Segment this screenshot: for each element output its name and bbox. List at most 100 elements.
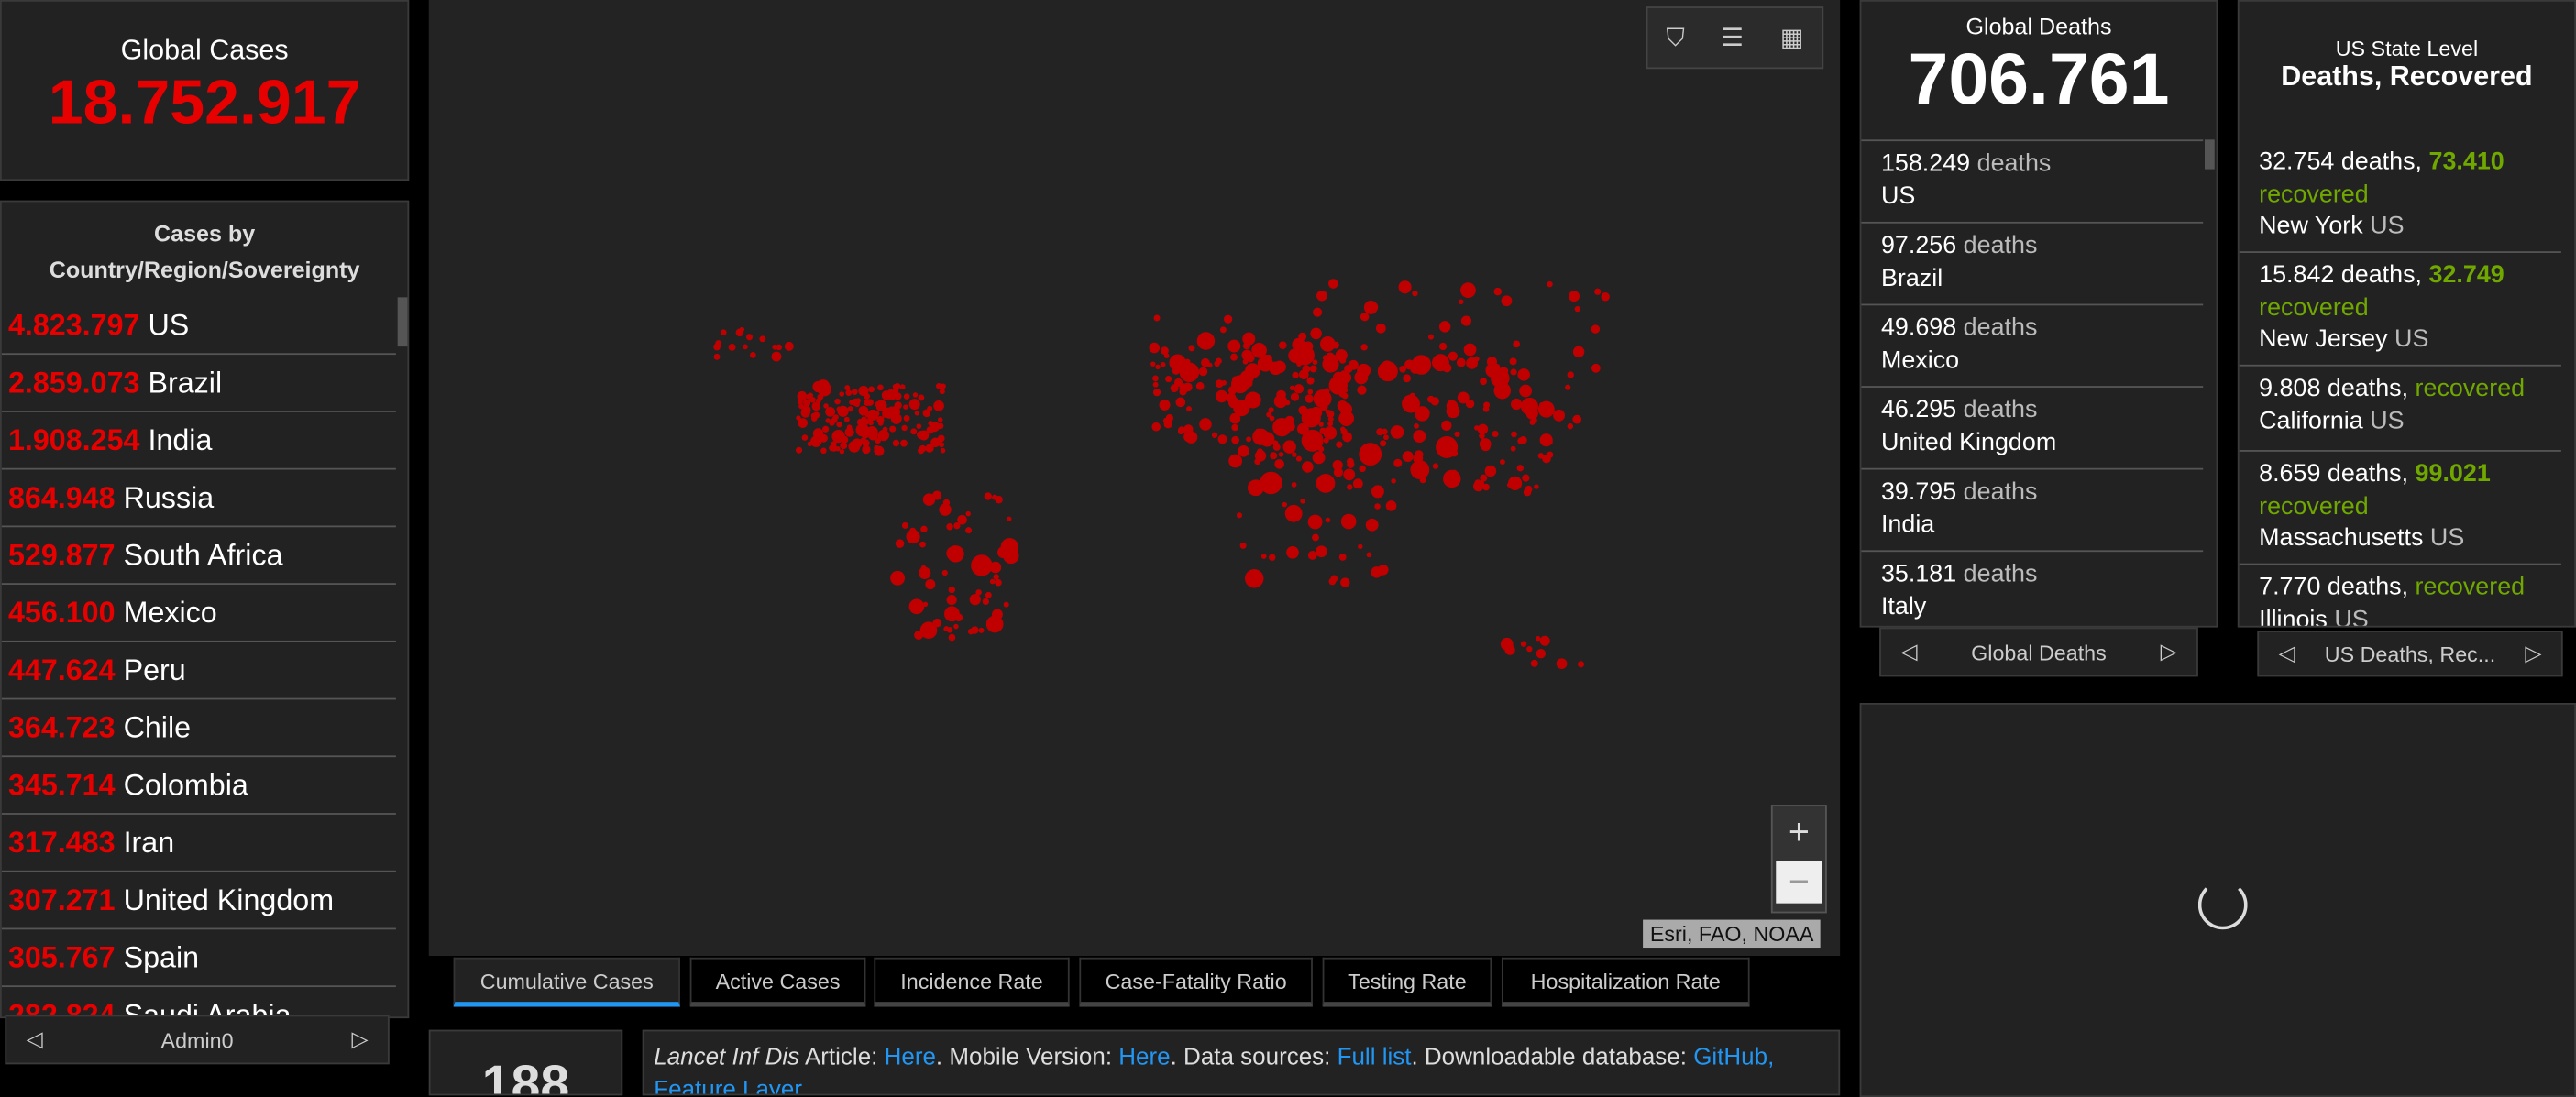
case-dot[interactable] (1305, 414, 1312, 421)
case-dot[interactable] (920, 525, 928, 533)
case-dot[interactable] (1198, 367, 1208, 377)
case-dot[interactable] (978, 627, 985, 633)
case-dot[interactable] (984, 492, 992, 500)
case-dot[interactable] (1513, 340, 1520, 348)
case-dot[interactable] (899, 384, 906, 390)
case-dot[interactable] (1504, 644, 1515, 655)
case-dot[interactable] (798, 403, 804, 410)
case-dot[interactable] (1572, 346, 1585, 358)
case-dot[interactable] (1305, 394, 1314, 403)
case-dot[interactable] (919, 621, 938, 639)
case-dot[interactable] (1328, 577, 1337, 586)
case-dot[interactable] (1516, 465, 1524, 472)
case-dot[interactable] (1338, 553, 1347, 561)
case-dot[interactable] (1511, 398, 1523, 411)
case-dot[interactable] (1501, 367, 1509, 375)
case-dot[interactable] (1574, 305, 1580, 313)
case-dot[interactable] (1228, 397, 1240, 409)
case-dot[interactable] (1310, 327, 1322, 340)
case-dot[interactable] (937, 434, 945, 443)
case-dot[interactable] (1473, 356, 1480, 362)
case-dot[interactable] (1536, 636, 1541, 642)
case-dot[interactable] (922, 493, 936, 506)
case-dot[interactable] (876, 415, 885, 424)
case-dot[interactable] (1531, 417, 1537, 423)
case-dot[interactable] (825, 406, 836, 417)
case-dot[interactable] (916, 423, 922, 430)
case-dot[interactable] (759, 335, 766, 343)
case-dot[interactable] (817, 393, 824, 400)
case-dot[interactable] (1319, 335, 1336, 352)
case-dot[interactable] (1323, 426, 1338, 440)
case-dot[interactable] (1252, 367, 1260, 375)
case-dot[interactable] (1485, 362, 1501, 378)
case-dot[interactable] (866, 409, 879, 422)
case-dot[interactable] (1188, 345, 1195, 352)
case-dot[interactable] (810, 412, 817, 419)
state-row[interactable]: 15.842 deaths, 32.749 recovered New Jersey… (2239, 253, 2561, 367)
state-row[interactable]: 9.808 deaths, recovered California US (2239, 367, 2561, 452)
case-dot[interactable] (1251, 342, 1267, 358)
case-dot[interactable] (1465, 400, 1475, 409)
case-dot[interactable] (1179, 383, 1190, 393)
case-dot[interactable] (953, 623, 959, 630)
country-row[interactable]: 447.624 Peru (1, 642, 396, 700)
case-dot[interactable] (839, 391, 845, 397)
case-dot[interactable] (1179, 362, 1200, 382)
case-dot[interactable] (1219, 326, 1227, 334)
case-dot[interactable] (1176, 357, 1183, 365)
case-dot[interactable] (1591, 363, 1601, 373)
case-dot[interactable] (1317, 445, 1325, 453)
case-dot[interactable] (906, 529, 920, 544)
case-dot[interactable] (1227, 386, 1238, 395)
case-dot[interactable] (1480, 378, 1488, 386)
case-dot[interactable] (806, 393, 812, 400)
case-dot[interactable] (803, 399, 811, 407)
case-dot[interactable] (948, 633, 956, 642)
case-dot[interactable] (875, 400, 887, 411)
case-dot[interactable] (1520, 641, 1527, 647)
case-dot[interactable] (1307, 389, 1314, 395)
case-dot[interactable] (776, 344, 782, 351)
case-dot[interactable] (1165, 375, 1172, 383)
case-dot[interactable] (965, 527, 973, 534)
case-dot[interactable] (1578, 661, 1585, 668)
info-link[interactable]: Here (884, 1044, 936, 1071)
case-dot[interactable] (1155, 364, 1161, 370)
case-dot[interactable] (957, 514, 967, 525)
case-dot[interactable] (1381, 360, 1393, 372)
case-dot[interactable] (1402, 451, 1414, 463)
case-dot[interactable] (1260, 471, 1282, 495)
case-dot[interactable] (932, 490, 942, 500)
case-dot[interactable] (969, 594, 981, 606)
case-dot[interactable] (1524, 389, 1530, 396)
case-dot[interactable] (1279, 341, 1287, 349)
case-dot[interactable] (1399, 365, 1406, 373)
case-dot[interactable] (1340, 577, 1350, 587)
case-dot[interactable] (1291, 482, 1297, 488)
case-dot[interactable] (1254, 450, 1267, 462)
tab-testing-rate[interactable]: Testing Rate (1322, 957, 1492, 1007)
case-dot[interactable] (1537, 453, 1545, 459)
case-dot[interactable] (1359, 443, 1382, 466)
case-dot[interactable] (1569, 291, 1580, 302)
case-dot[interactable] (1486, 357, 1498, 367)
case-dot[interactable] (903, 393, 910, 400)
case-dot[interactable] (1247, 479, 1264, 497)
case-dot[interactable] (1420, 408, 1430, 417)
case-dot[interactable] (940, 383, 946, 389)
case-dot[interactable] (914, 631, 924, 641)
death-row[interactable]: 35.181 deaths Italy (1861, 552, 2203, 626)
case-dot[interactable] (836, 421, 842, 428)
case-dot[interactable] (919, 566, 931, 579)
case-dot[interactable] (1215, 379, 1224, 389)
case-dot[interactable] (862, 440, 868, 445)
case-dot[interactable] (1459, 299, 1464, 305)
case-dot[interactable] (995, 578, 1002, 587)
case-dot[interactable] (1274, 459, 1284, 469)
case-dot[interactable] (896, 540, 901, 546)
case-dot[interactable] (1482, 483, 1490, 491)
case-dot[interactable] (829, 420, 835, 426)
state-row[interactable]: 8.659 deaths, 99.021 recovered Massachuset… (2239, 452, 2561, 565)
case-dot[interactable] (1301, 429, 1324, 452)
